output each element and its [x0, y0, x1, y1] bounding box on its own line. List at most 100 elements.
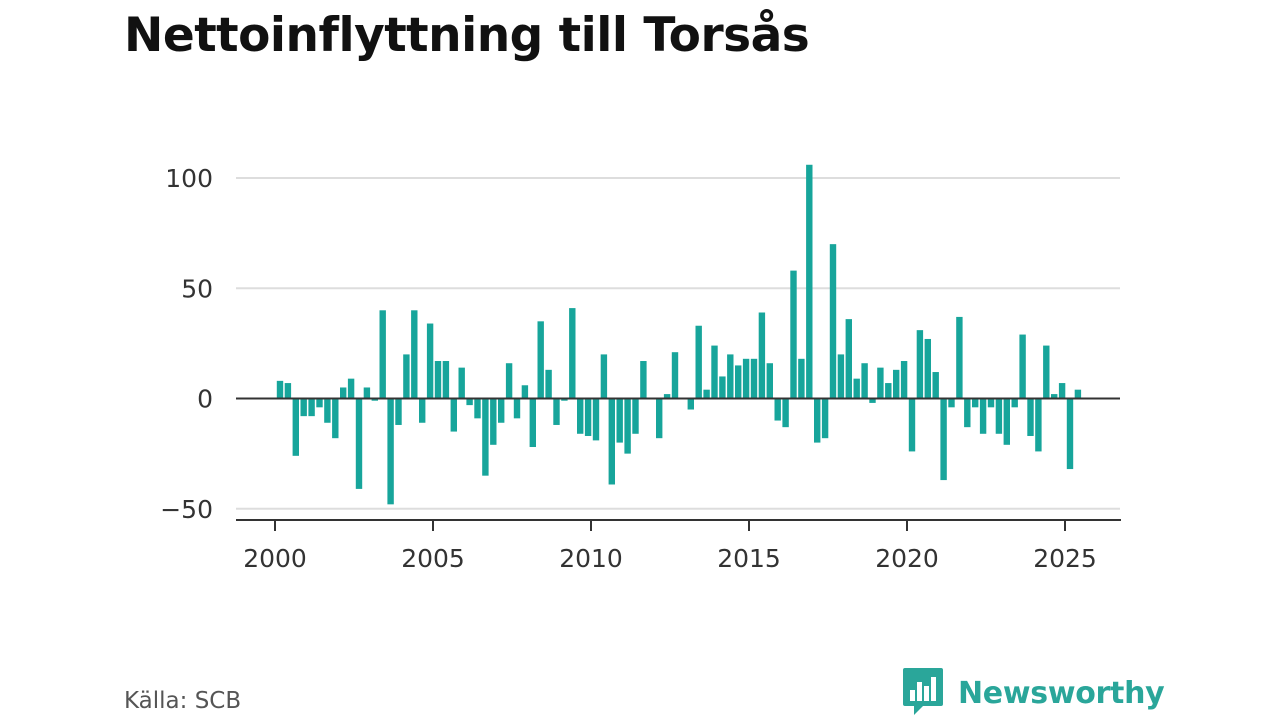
bar-2014-Q1 — [719, 376, 726, 399]
bar-2016-Q3 — [798, 358, 805, 399]
bar-2015-Q4 — [774, 398, 781, 421]
x-tick-label: 2015 — [717, 544, 781, 573]
bar-2005-Q1 — [434, 361, 442, 399]
bar-2020-Q4 — [932, 372, 939, 399]
bar-2024-Q1 — [1035, 398, 1042, 452]
bar-2012-Q2 — [663, 394, 671, 399]
bar-2019-Q1 — [877, 367, 884, 399]
bar-2017-Q1 — [814, 398, 821, 443]
x-tick-labels: 2000 2005 2010 2015 2020 2025 — [243, 544, 1097, 573]
y-tick-label: −50 — [160, 495, 213, 524]
bar-2015-Q2 — [758, 312, 766, 399]
bar-2006-Q1 — [466, 398, 473, 406]
bar-2019-Q3 — [893, 369, 900, 399]
bar-2011-Q2 — [632, 398, 639, 434]
bar-2000-Q1 — [276, 380, 284, 399]
bar-2000-Q2 — [284, 383, 292, 399]
bar-2007-Q1 — [498, 398, 505, 423]
bar-2003-Q3 — [387, 398, 394, 505]
bar-2022-Q2 — [979, 398, 987, 434]
bar-2010-Q4 — [616, 398, 623, 443]
bar-2013-Q1 — [687, 398, 694, 410]
x-tick-label: 2005 — [401, 544, 465, 573]
bar-2015-Q3 — [766, 363, 773, 399]
bars — [276, 164, 1082, 505]
x-tick-label: 2025 — [1033, 544, 1097, 573]
chart-title: Nettoinflyttning till Torsås — [124, 8, 810, 63]
bar-2017-Q4 — [837, 354, 845, 399]
brand-name: Newsworthy — [958, 675, 1165, 711]
bar-2010-Q1 — [592, 398, 600, 441]
bar-2015-Q1 — [750, 358, 758, 399]
y-tick-label: 50 — [181, 274, 213, 303]
bar-2001-Q1 — [308, 398, 315, 417]
bar-2012-Q3 — [671, 352, 679, 399]
bar-2010-Q3 — [608, 398, 615, 485]
bar-2009-Q4 — [584, 398, 592, 436]
gridlines — [236, 177, 1120, 510]
bar-2020-Q1 — [908, 398, 916, 452]
bar-2011-Q1 — [624, 398, 631, 454]
bar-2017-Q2 — [821, 398, 829, 439]
bar-2008-Q4 — [553, 398, 560, 425]
bar-2009-Q2 — [569, 308, 576, 399]
bar-2010-Q2 — [600, 354, 608, 399]
bar-2014-Q2 — [727, 354, 734, 399]
bar-2012-Q1 — [656, 398, 663, 439]
bar-2007-Q3 — [513, 398, 521, 419]
bar-2022-Q4 — [995, 398, 1003, 434]
y-tick-labels: −50 0 50 100 — [160, 164, 213, 524]
bar-2023-Q3 — [1019, 334, 1026, 399]
bar-2021-Q1 — [940, 398, 947, 481]
bar-2004-Q3 — [419, 398, 426, 423]
bar-2006-Q2 — [474, 398, 481, 419]
x-tick-label: 2010 — [559, 544, 623, 573]
bar-2007-Q4 — [521, 385, 529, 399]
bar-2023-Q4 — [1027, 398, 1034, 436]
bar-2024-Q4 — [1058, 383, 1066, 399]
bar-2014-Q3 — [735, 365, 742, 399]
bar-2008-Q3 — [545, 369, 552, 399]
bar-2001-Q3 — [324, 398, 331, 423]
bar-2001-Q2 — [316, 398, 323, 408]
bar-2018-Q3 — [861, 363, 868, 399]
bar-2020-Q2 — [916, 330, 924, 399]
bar-2009-Q1 — [561, 398, 568, 401]
bar-2014-Q4 — [742, 358, 750, 399]
source-note: Källa: SCB — [124, 688, 242, 714]
bar-2020-Q3 — [924, 338, 931, 399]
bar-2019-Q4 — [900, 361, 908, 399]
bar-2009-Q3 — [577, 398, 584, 434]
bar-2018-Q2 — [853, 378, 860, 399]
bar-2003-Q1 — [371, 398, 378, 401]
bar-2022-Q3 — [987, 398, 995, 408]
y-tick-label: 0 — [197, 385, 213, 414]
bar-2022-Q1 — [972, 398, 979, 408]
brand-logo[interactable]: Newsworthy — [902, 666, 1165, 720]
bar-2003-Q2 — [379, 310, 386, 399]
bar-2004-Q1 — [403, 354, 410, 399]
bar-2002-Q3 — [355, 398, 363, 489]
bar-2021-Q4 — [964, 398, 971, 428]
bar-2004-Q4 — [426, 323, 434, 399]
bar-2000-Q4 — [300, 398, 307, 417]
bar-2008-Q2 — [537, 321, 544, 399]
bar-2024-Q2 — [1043, 345, 1050, 399]
x-tick-label: 2000 — [243, 544, 307, 573]
bar-2006-Q4 — [490, 398, 497, 445]
bar-2019-Q2 — [885, 383, 892, 399]
bar-2016-Q2 — [790, 270, 797, 399]
bar-2006-Q3 — [482, 398, 489, 476]
x-tick-label: 2020 — [875, 544, 939, 573]
bar-2023-Q2 — [1011, 398, 1018, 408]
bar-2013-Q2 — [695, 325, 702, 399]
bar-2023-Q1 — [1003, 398, 1010, 445]
newsworthy-logo-icon — [902, 666, 944, 720]
bar-2002-Q2 — [347, 378, 355, 399]
bar-2013-Q3 — [703, 389, 710, 399]
bar-2005-Q3 — [450, 398, 457, 432]
bar-2002-Q1 — [340, 387, 347, 399]
bar-2000-Q3 — [292, 398, 299, 456]
bar-chart: −50 0 50 100 2000 2005 2010 2015 2020 2025 — [160, 164, 1121, 573]
bar-2004-Q2 — [411, 310, 418, 399]
